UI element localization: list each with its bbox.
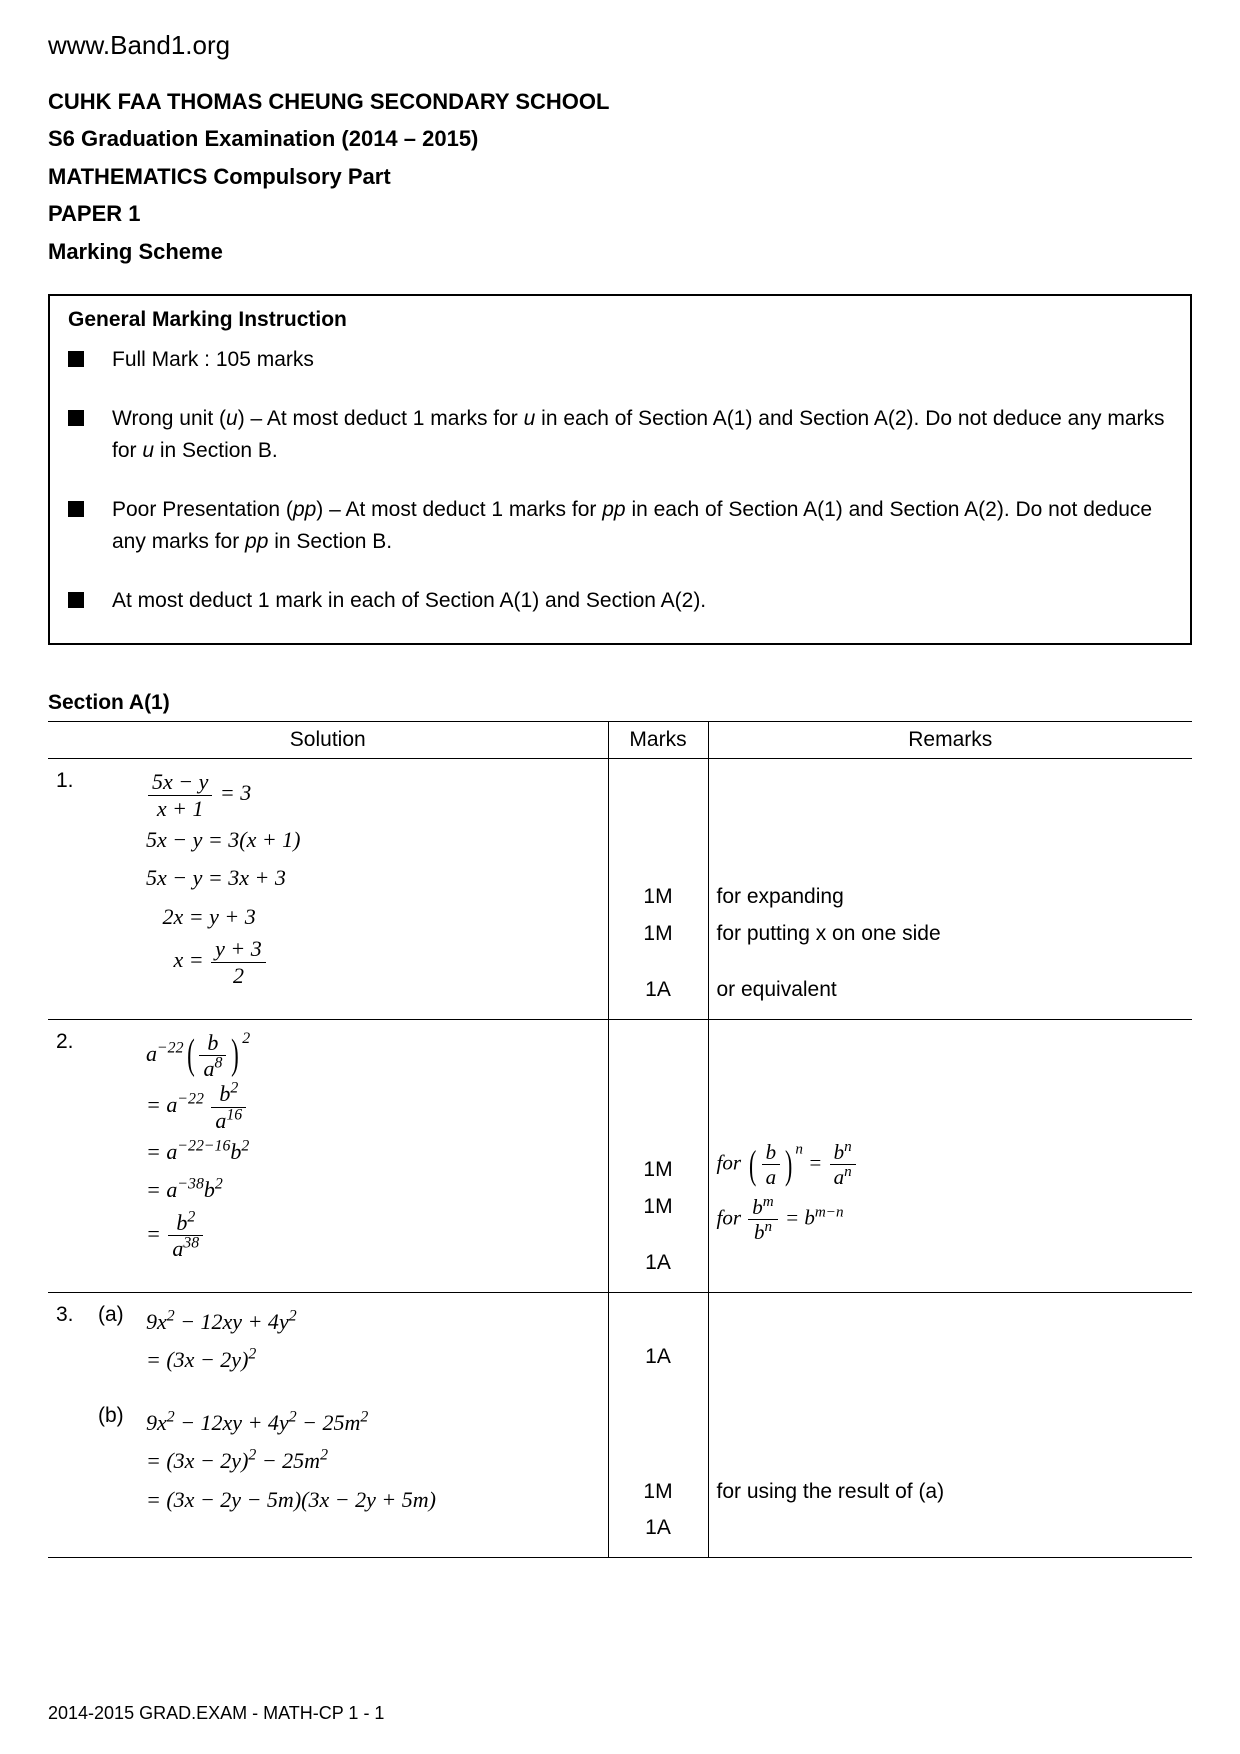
text: Wrong unit ( [112, 407, 226, 430]
exam-header: CUHK FAA THOMAS CHEUNG SECONDARY SCHOOL … [48, 83, 1192, 270]
instruction-title: General Marking Instruction [68, 308, 1172, 332]
var: pp [245, 530, 268, 553]
scheme-name: Marking Scheme [48, 233, 1192, 270]
marks-cell: 1M 1M 1A [608, 1019, 708, 1292]
text: ) – At most deduct 1 marks for [238, 407, 524, 430]
text: Poor Presentation ( [112, 498, 293, 521]
text: in Section B. [268, 530, 392, 553]
question-number: 3. [56, 1303, 98, 1380]
text: for [717, 1206, 742, 1230]
mark: 1A [617, 1339, 700, 1376]
var: pp [293, 498, 316, 521]
var: pp [602, 498, 625, 521]
remark: for putting x on one side [717, 916, 1185, 953]
question-number: 1. [56, 769, 98, 988]
page-footer: 2014-2015 GRAD.EXAM - MATH-CP 1 - 1 [48, 1703, 384, 1724]
solution-math: 9x2 − 12xy + 4y2 − 25m2 = (3x − 2y)2 − 2… [146, 1404, 600, 1520]
remarks-cell: for expanding for putting x on one side … [708, 759, 1192, 1019]
instruction-box: General Marking Instruction Full Mark : … [48, 294, 1192, 645]
watermark-text: www.Band1.org [48, 30, 1192, 61]
bullet-icon [68, 592, 84, 608]
school-name: CUHK FAA THOMAS CHEUNG SECONDARY SCHOOL [48, 83, 1192, 120]
mark: 1M [617, 916, 700, 953]
bullet-icon [68, 410, 84, 426]
bullet-icon [68, 501, 84, 517]
mark: 1M [617, 1474, 700, 1511]
table-row: 2. a−22(ba8)2 = a−22 b2a16 = a−22−16b2 =… [48, 1019, 1192, 1292]
question-sub: (a) [98, 1303, 146, 1380]
marks-cell: 1M 1M 1A [608, 759, 708, 1019]
instruction-item: At most deduct 1 mark in each of Section… [68, 585, 1172, 618]
solution-math: 9x2 − 12xy + 4y2 = (3x − 2y)2 [146, 1303, 600, 1380]
remarks-cell: for (ba)n = bnan for bmbn = bm−n [708, 1019, 1192, 1292]
paper-name: PAPER 1 [48, 195, 1192, 232]
text: ) – At most deduct 1 marks for [316, 498, 602, 521]
instruction-text: Poor Presentation (pp) – At most deduct … [112, 494, 1172, 559]
mark: 1A [617, 1510, 700, 1547]
mark: 1M [617, 1189, 700, 1226]
text: in Section B. [154, 439, 278, 462]
var: u [524, 407, 536, 430]
remark: for (ba)n = bnan [717, 1140, 1185, 1189]
mark: 1M [617, 879, 700, 916]
remark: for using the result of (a) [717, 1474, 1185, 1511]
exam-name: S6 Graduation Examination (2014 – 2015) [48, 120, 1192, 157]
solution-math: a−22(ba8)2 = a−22 b2a16 = a−22−16b2 = a−… [146, 1030, 600, 1262]
table-row: 3. (a) 9x2 − 12xy + 4y2 = (3x − 2y)2 (b)… [48, 1292, 1192, 1558]
text: for [717, 1150, 742, 1174]
col-solution-header: Solution [48, 722, 608, 759]
solution-table: Solution Marks Remarks 1. 5x − yx + 1 = … [48, 721, 1192, 1558]
var: u [142, 439, 154, 462]
question-sub: (b) [98, 1404, 146, 1520]
instruction-text: At most deduct 1 mark in each of Section… [112, 585, 1172, 618]
marks-cell: 1A 1M 1A [608, 1292, 708, 1558]
table-row: 1. 5x − yx + 1 = 3 5x − y = 3(x + 1) 5x … [48, 759, 1192, 1019]
var: u [226, 407, 238, 430]
solution-math: 5x − yx + 1 = 3 5x − y = 3(x + 1) 5x − y… [146, 769, 600, 988]
col-remarks-header: Remarks [708, 722, 1192, 759]
remark: or equivalent [717, 972, 1185, 1009]
remark: for expanding [717, 879, 1185, 916]
mark: 1A [617, 972, 700, 1009]
instruction-item: Wrong unit (u) – At most deduct 1 marks … [68, 403, 1172, 468]
instruction-text: Wrong unit (u) – At most deduct 1 marks … [112, 403, 1172, 468]
mark: 1M [617, 1152, 700, 1189]
subject-name: MATHEMATICS Compulsory Part [48, 158, 1192, 195]
remarks-cell: for using the result of (a) [708, 1292, 1192, 1558]
section-title: Section A(1) [48, 691, 1192, 715]
instruction-text: Full Mark : 105 marks [112, 344, 1172, 377]
remark: for bmbn = bm−n [717, 1195, 1185, 1244]
instruction-item: Poor Presentation (pp) – At most deduct … [68, 494, 1172, 559]
question-number: 2. [56, 1030, 98, 1262]
instruction-item: Full Mark : 105 marks [68, 344, 1172, 377]
col-marks-header: Marks [608, 722, 708, 759]
bullet-icon [68, 351, 84, 367]
mark: 1A [617, 1245, 700, 1282]
